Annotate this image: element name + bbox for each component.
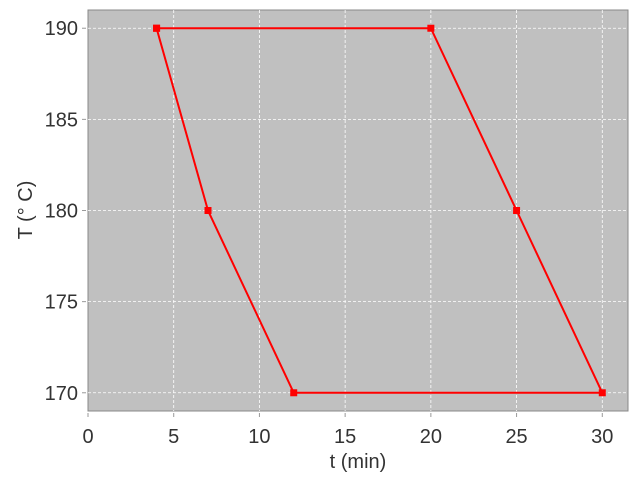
data-point-marker [153,24,161,32]
y-tick-label: 180 [45,201,78,223]
data-point-marker [598,389,606,397]
x-tick-label: 15 [334,426,356,448]
data-point-marker [427,24,435,32]
x-tick-label: 5 [168,426,179,448]
x-axis-label: t (min) [330,451,387,473]
series [153,24,606,397]
data-point-marker [204,207,212,214]
data-point-marker [513,207,521,214]
y-tick-label: 170 [45,383,78,405]
y-tick-label: 175 [45,292,78,314]
x-tick-label: 25 [505,426,527,448]
x-tick-label: 30 [591,426,613,448]
y-axis-label: T (° C) [15,181,37,240]
data-point-marker [290,389,298,397]
x-tick-label: 20 [420,426,442,448]
x-tick-label: 0 [82,426,93,448]
ticks: 0 5 10 15 20 25 30 170 175 180 185 190 [45,18,614,448]
y-tick-label: 190 [45,18,78,40]
x-tick-label: 10 [248,426,270,448]
y-tick-label: 185 [45,109,78,131]
